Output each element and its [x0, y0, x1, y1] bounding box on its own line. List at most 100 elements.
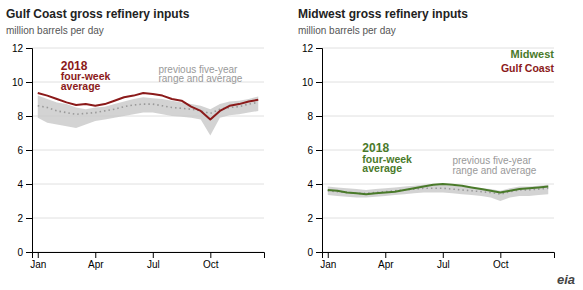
x-axis-line: [323, 253, 555, 259]
y-tick: 10: [12, 77, 32, 88]
x-tick-mark: [210, 252, 211, 258]
x-tick-mark: [443, 252, 444, 258]
x-tick: Apr: [88, 252, 104, 270]
y-tick: 0: [307, 247, 322, 258]
y-tick: 2: [307, 213, 322, 224]
x-tick-label: Apr: [88, 259, 104, 270]
grid: [32, 48, 264, 252]
title: Gulf Coast gross refinery inputs: [6, 7, 190, 21]
grid-line: [322, 218, 554, 219]
y-tick-label: 4: [17, 179, 23, 190]
grid-line: [322, 82, 554, 83]
grid-line: [32, 218, 264, 219]
title: Midwest gross refinery inputs: [298, 7, 468, 21]
y-tick-label: 0: [307, 247, 313, 258]
y-tick-label: 6: [307, 145, 313, 156]
x-tick-mark: [153, 252, 154, 258]
y-tick: 10: [302, 77, 322, 88]
y-tick: 4: [307, 179, 322, 190]
annotation: Gulf Coast: [501, 62, 555, 74]
y-tick-mark: [316, 48, 322, 49]
y-tick-label: 10: [12, 77, 24, 88]
annotation: average: [61, 80, 101, 92]
range-band: [38, 96, 258, 136]
x-tick-label: Jul: [147, 259, 160, 270]
y-tick: 8: [17, 111, 32, 122]
annotation: eia: [557, 272, 575, 287]
x-axis: Jan Apr Jul Oct: [320, 252, 554, 270]
x-tick: Jan: [320, 252, 336, 270]
grid: [322, 48, 554, 252]
panel: Jan Apr Jul Oct 0 2 4 6 8 10 12 Gulf Coast gross re…: [6, 7, 265, 270]
x-tick-label: Jan: [320, 259, 336, 270]
x-tick: Jan: [30, 252, 46, 270]
x-tick-label: Oct: [493, 259, 509, 270]
y-axis-line: [316, 49, 323, 253]
y-tick-label: 2: [17, 213, 23, 224]
x-tick: Oct: [203, 252, 219, 270]
x-tick-mark: [385, 252, 386, 258]
x-tick-label: Oct: [203, 259, 219, 270]
y-tick-mark: [26, 218, 32, 219]
subtitle: million barrels per day: [6, 25, 104, 36]
x-tick-mark: [38, 252, 39, 258]
y-tick-label: 12: [12, 43, 24, 54]
y-tick-label: 10: [302, 77, 314, 88]
x-tick-label: Apr: [378, 259, 394, 270]
y-tick: 12: [302, 43, 322, 54]
y-tick-label: 12: [302, 43, 314, 54]
annotation: range and average: [158, 73, 242, 84]
y-axis: 0 2 4 6 8 10 12: [302, 43, 323, 258]
grid-line: [32, 150, 264, 151]
y-tick: 6: [307, 145, 322, 156]
series-line: [38, 93, 258, 119]
chart-svg: Jan Apr Jul Oct 0 2 4 6 8 10 12 Gulf Coast gross re…: [0, 0, 583, 290]
y-tick-mark: [26, 48, 32, 49]
y-tick: 12: [12, 43, 32, 54]
y-tick-mark: [316, 218, 322, 219]
subtitle: million barrels per day: [298, 25, 396, 36]
grid-line: [32, 48, 264, 49]
y-tick-label: 4: [307, 179, 313, 190]
x-tick-mark: [328, 252, 329, 258]
series-line: [328, 184, 548, 194]
y-axis: 0 2 4 6 8 10 12: [12, 43, 33, 258]
y-tick: 4: [17, 179, 32, 190]
grid-line: [322, 150, 554, 151]
plot-area: [38, 93, 258, 136]
y-tick-label: 0: [17, 247, 23, 258]
x-tick: Jul: [147, 252, 160, 270]
y-tick-label: 6: [17, 145, 23, 156]
x-tick-label: Jan: [30, 259, 46, 270]
grid-line: [32, 184, 264, 185]
y-tick: 2: [17, 213, 32, 224]
y-tick-label: 8: [17, 111, 23, 122]
y-tick-mark: [316, 150, 322, 151]
y-tick-mark: [316, 252, 322, 253]
grid-line: [322, 116, 554, 117]
x-axis: Jan Apr Jul Oct: [30, 252, 264, 270]
x-tick-mark: [500, 252, 501, 258]
y-tick-mark: [26, 252, 32, 253]
y-axis-line: [26, 49, 33, 253]
y-tick-label: 8: [307, 111, 313, 122]
y-tick-mark: [26, 150, 32, 151]
x-tick: Apr: [378, 252, 394, 270]
y-tick: 8: [307, 111, 322, 122]
y-tick: 6: [17, 145, 32, 156]
panel: Jan Apr Jul Oct 0 2 4 6 8 10 12 Midwest gross refin…: [298, 7, 555, 270]
y-tick-mark: [316, 116, 322, 117]
y-tick: 0: [17, 247, 32, 258]
x-tick-mark: [95, 252, 96, 258]
y-tick-mark: [26, 184, 32, 185]
range-band: [328, 184, 548, 201]
y-tick-mark: [26, 82, 32, 83]
x-axis-line: [33, 253, 265, 259]
x-tick-label: Jul: [437, 259, 450, 270]
annotation: Midwest: [511, 48, 555, 60]
annotation: average: [362, 162, 402, 174]
annotation: range and average: [452, 165, 536, 176]
y-tick-mark: [316, 82, 322, 83]
y-tick-mark: [316, 184, 322, 185]
x-tick: Oct: [493, 252, 509, 270]
